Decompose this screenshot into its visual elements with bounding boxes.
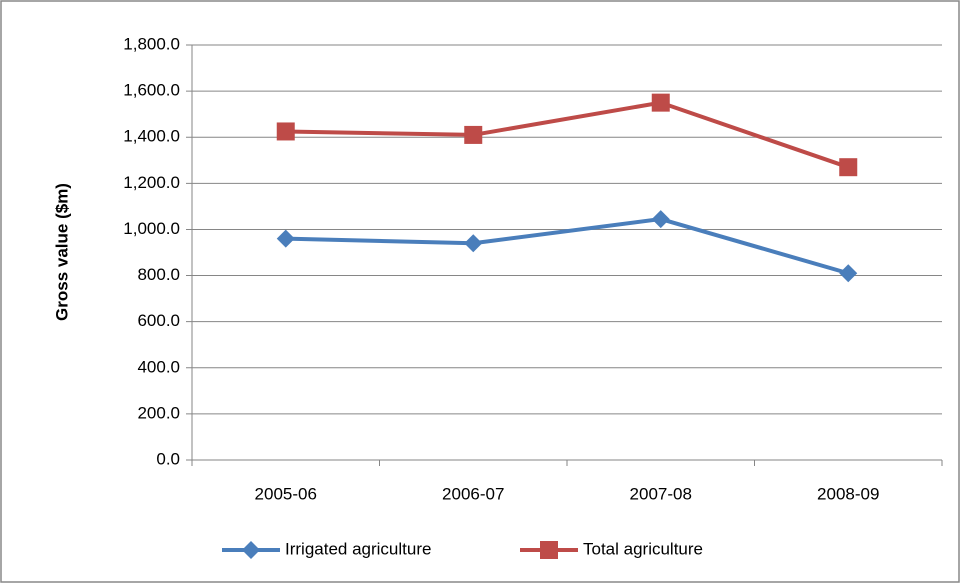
y-tick-label: 1,400.0 (123, 127, 180, 146)
legend-label: Irrigated agriculture (285, 539, 431, 558)
y-tick-label: 1,600.0 (123, 81, 180, 100)
marker (839, 158, 858, 177)
marker (540, 541, 558, 559)
marker (464, 125, 483, 144)
marker (464, 234, 483, 253)
y-axis-title: Gross value ($m) (52, 183, 71, 321)
y-tick-label: 1,000.0 (123, 219, 180, 238)
marker (839, 264, 858, 283)
y-tick-label: 200.0 (137, 403, 180, 422)
marker (242, 541, 260, 559)
y-tick-label: 1,200.0 (123, 173, 180, 192)
marker (651, 93, 670, 112)
y-tick-label: 600.0 (137, 311, 180, 330)
marker (276, 122, 295, 141)
marker (276, 229, 295, 248)
series-line (285, 100, 849, 170)
y-tick-label: 1,800.0 (123, 34, 180, 53)
y-tick-label: 0.0 (156, 449, 180, 468)
series-line (285, 217, 849, 276)
x-tick-label: 2006-07 (442, 484, 504, 503)
marker (651, 210, 670, 229)
y-tick-label: 400.0 (137, 357, 180, 376)
legend-label: Total agriculture (583, 539, 703, 558)
x-tick-label: 2008-09 (817, 484, 879, 503)
x-tick-label: 2007-08 (630, 484, 692, 503)
y-tick-label: 800.0 (137, 265, 180, 284)
x-tick-label: 2005-06 (255, 484, 317, 503)
